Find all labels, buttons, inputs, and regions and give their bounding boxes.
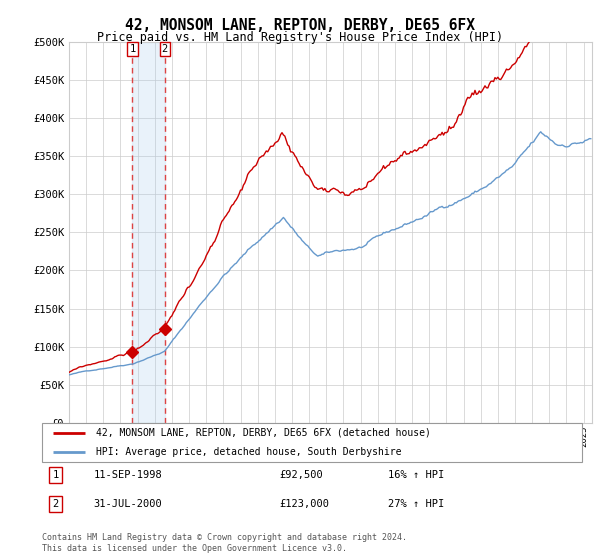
- Text: 1: 1: [52, 470, 59, 480]
- Text: £92,500: £92,500: [280, 470, 323, 480]
- Text: 42, MONSOM LANE, REPTON, DERBY, DE65 6FX (detached house): 42, MONSOM LANE, REPTON, DERBY, DE65 6FX…: [96, 428, 431, 437]
- FancyBboxPatch shape: [42, 423, 582, 462]
- Text: 42, MONSOM LANE, REPTON, DERBY, DE65 6FX: 42, MONSOM LANE, REPTON, DERBY, DE65 6FX: [125, 18, 475, 33]
- Text: Contains HM Land Registry data © Crown copyright and database right 2024.
This d: Contains HM Land Registry data © Crown c…: [42, 533, 407, 553]
- Text: HPI: Average price, detached house, South Derbyshire: HPI: Average price, detached house, Sout…: [96, 447, 401, 457]
- Text: Price paid vs. HM Land Registry's House Price Index (HPI): Price paid vs. HM Land Registry's House …: [97, 31, 503, 44]
- Text: 2: 2: [161, 44, 168, 54]
- Text: 31-JUL-2000: 31-JUL-2000: [94, 499, 162, 509]
- Text: 2: 2: [52, 499, 59, 509]
- Text: 16% ↑ HPI: 16% ↑ HPI: [388, 470, 444, 480]
- Bar: [133, 42, 165, 423]
- Text: 1: 1: [130, 44, 136, 54]
- Text: 11-SEP-1998: 11-SEP-1998: [94, 470, 162, 480]
- Text: 27% ↑ HPI: 27% ↑ HPI: [388, 499, 444, 509]
- Text: £123,000: £123,000: [280, 499, 329, 509]
